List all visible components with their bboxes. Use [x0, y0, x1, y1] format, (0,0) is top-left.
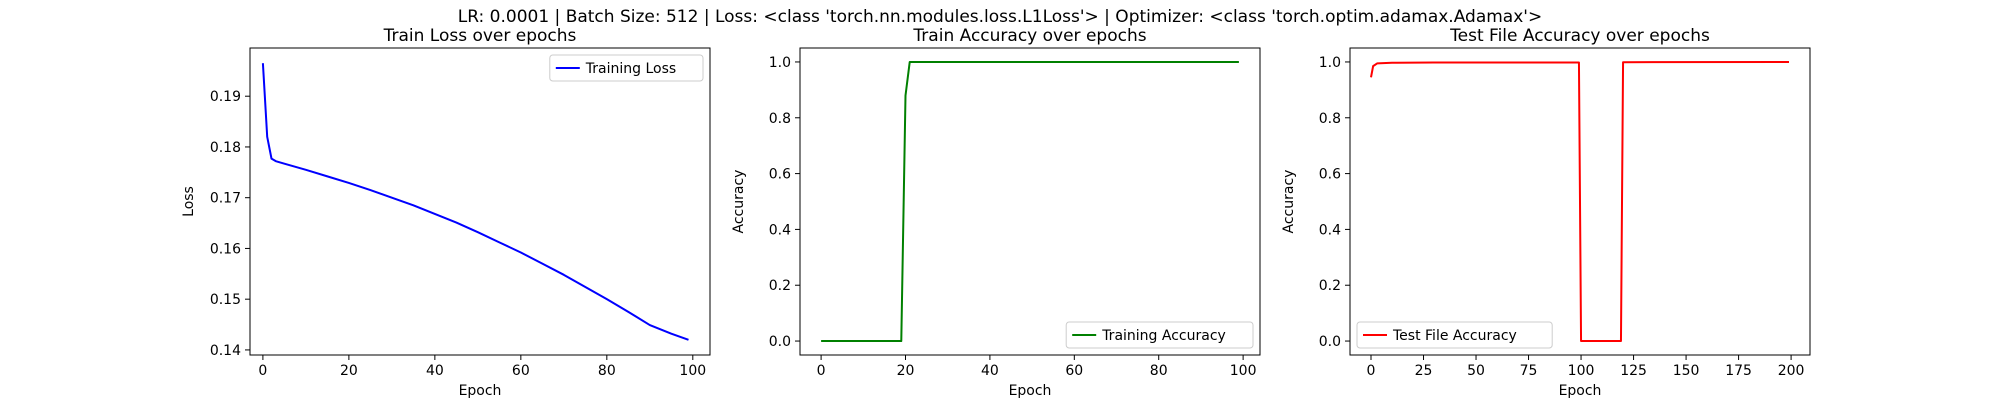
subplot-title: Test File Accuracy over epochs: [1449, 26, 1710, 46]
y-axis-label: Accuracy: [1281, 170, 1297, 234]
y-tick-label: 0.8: [769, 111, 791, 127]
series-line-1: [1370, 60, 1790, 343]
x-tick-label: 50: [1467, 363, 1485, 379]
y-tick-label: 0.18: [210, 140, 241, 156]
x-axis-label: Epoch: [459, 383, 502, 399]
x-tick-label: 80: [598, 363, 616, 379]
subplot-1: Train Loss over epochs 0 20 40 60 80 100 0.14 0.…: [181, 26, 711, 399]
x-tick-label: 100: [679, 363, 706, 379]
subplot-2: Train Accuracy over epochs 0 20 40 60 80 100 0.…: [731, 26, 1261, 399]
y-tick-label: 0.16: [210, 241, 241, 257]
x-axis-label: Epoch: [1009, 383, 1052, 399]
subplots: Train Loss over epochs 0 20 40 60 80 100 0.14 0.…: [181, 26, 1811, 399]
y-tick-label: 0.4: [1319, 222, 1341, 238]
y-tick-label: 0.6: [1319, 167, 1341, 183]
y-tick-label: 0.2: [769, 278, 791, 294]
x-tick-label: 175: [1725, 363, 1752, 379]
x-tick-label: 20: [897, 363, 915, 379]
x-tick-label: 20: [340, 363, 358, 379]
x-tick-label: 40: [426, 363, 444, 379]
x-tick-label: 0: [258, 363, 267, 379]
x-tick-label: 60: [1065, 363, 1083, 379]
x-tick-label: 100: [1230, 363, 1257, 379]
legend-box: [549, 54, 704, 82]
x-tick-label: 0: [817, 363, 826, 379]
y-tick-label: 0.8: [1319, 111, 1341, 127]
series-line-1: [821, 60, 1239, 343]
legend-label: Test File Accuracy: [1392, 328, 1517, 344]
axes-frame: [799, 47, 1261, 356]
legend-box: [1356, 321, 1553, 349]
x-tick-label: 100: [1568, 363, 1595, 379]
y-tick-label: 0.15: [210, 292, 241, 308]
legend: Training Accuracy: [1065, 321, 1254, 349]
x-tick-label: 0: [1367, 363, 1376, 379]
legend-label: Training Accuracy: [1101, 328, 1226, 344]
x-tick-label: 80: [1150, 363, 1168, 379]
y-tick-label: 0.6: [769, 167, 791, 183]
legend: Test File Accuracy: [1356, 321, 1553, 349]
x-axis-label: Epoch: [1559, 383, 1602, 399]
x-tick-label: 25: [1415, 363, 1433, 379]
y-tick-label: 1.0: [769, 55, 791, 71]
subplot-3: Test File Accuracy over epochs 0 25 50 75 100…: [1281, 26, 1811, 399]
x-tick-label: 150: [1673, 363, 1700, 379]
x-tick-label: 40: [981, 363, 999, 379]
subplot-title: Train Loss over epochs: [383, 26, 577, 46]
legend-label: Training Loss: [585, 61, 676, 77]
x-tick-label: 75: [1520, 363, 1538, 379]
y-tick-label: 0.14: [210, 343, 241, 359]
y-tick-label: 0.17: [210, 191, 241, 207]
y-tick-label: 0.2: [1319, 278, 1341, 294]
y-tick-label: 0.4: [769, 222, 791, 238]
y-tick-label: 0.19: [210, 89, 241, 105]
x-tick-label: 200: [1778, 363, 1805, 379]
subplot-title: Train Accuracy over epochs: [912, 26, 1146, 46]
y-axis-label: Accuracy: [731, 170, 747, 234]
y-tick-label: 0.0: [769, 334, 791, 350]
figure-suptitle: LR: 0.0001 | Batch Size: 512 | Loss: <cl…: [458, 7, 1542, 27]
legend-box: [1065, 321, 1254, 349]
axes-frame: [249, 47, 711, 356]
x-tick-label: 125: [1620, 363, 1647, 379]
y-axis-label: Loss: [181, 186, 197, 217]
y-tick-label: 1.0: [1319, 55, 1341, 71]
legend: Training Loss: [549, 54, 704, 82]
y-tick-label: 0.0: [1319, 334, 1341, 350]
axes-frame: [1349, 47, 1811, 356]
series-line-1: [261, 63, 689, 341]
x-tick-label: 60: [512, 363, 530, 379]
